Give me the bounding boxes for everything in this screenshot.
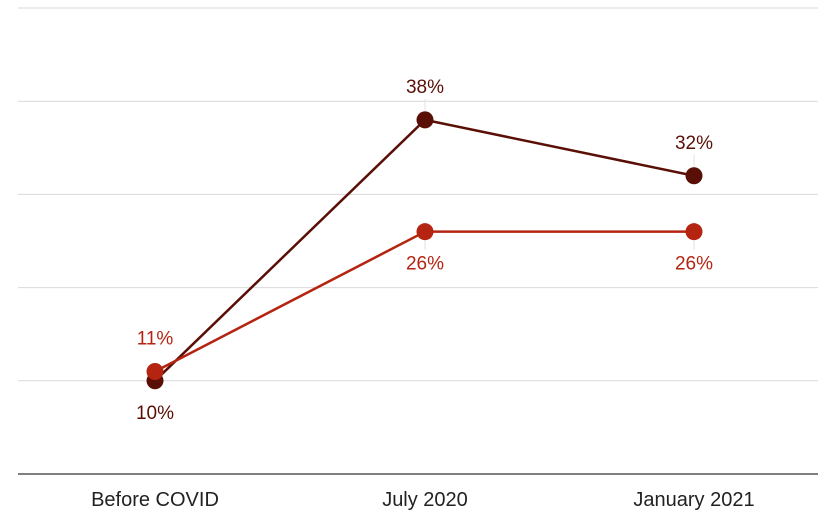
data-point (146, 362, 164, 380)
data-label: 26% (675, 254, 713, 275)
data-point (685, 167, 703, 185)
x-tick-label: January 2021 (633, 489, 754, 511)
gridlines (18, 7, 818, 475)
series-1: 10% 38% 32% (136, 77, 713, 424)
data-label: 26% (406, 254, 444, 275)
data-label: 32% (675, 133, 713, 154)
data-point (416, 223, 434, 241)
x-tick-label: Before COVID (91, 489, 219, 511)
data-label: 10% (136, 403, 174, 424)
x-axis-ticks: Before COVID July 2020 January 2021 (91, 489, 755, 511)
x-tick-label: July 2020 (382, 489, 468, 511)
data-point (416, 111, 434, 129)
series-2: 11% 26% 26% (137, 223, 713, 380)
series-layer: 10% 38% 32% 11% 26% 26% (136, 77, 713, 424)
data-point (685, 223, 703, 241)
data-label: 11% (137, 328, 174, 349)
series-line (154, 118, 695, 382)
data-label: 38% (406, 77, 444, 98)
